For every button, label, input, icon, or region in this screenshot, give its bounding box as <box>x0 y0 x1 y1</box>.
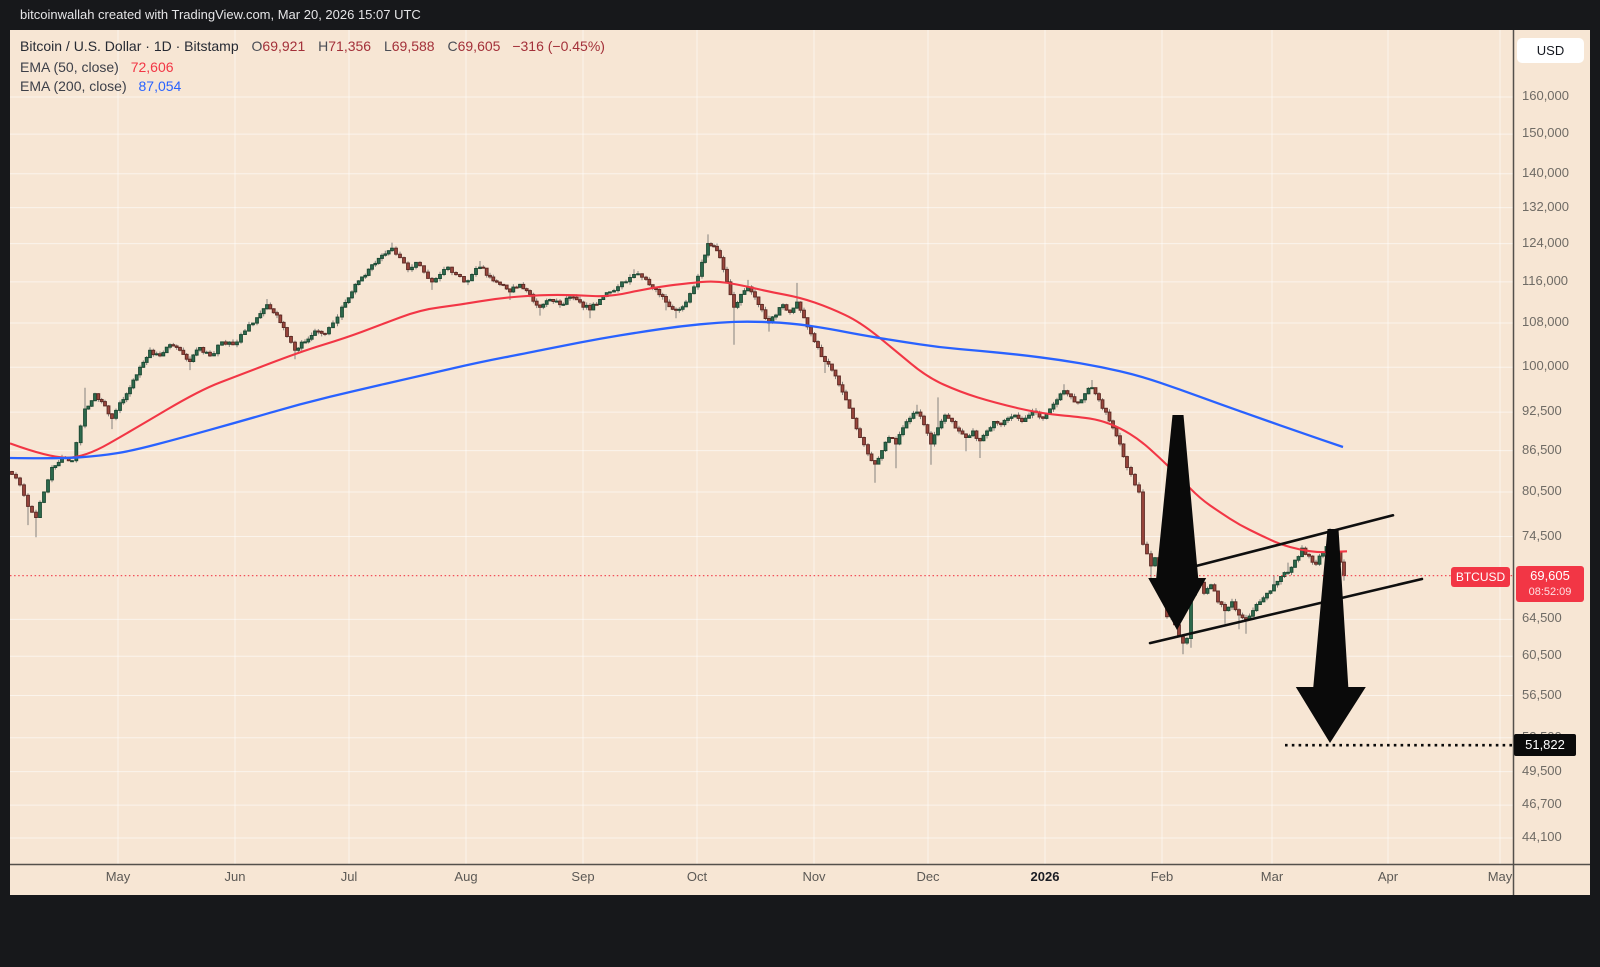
ema50-line <box>10 280 1348 554</box>
channel-trendline <box>1195 513 1395 568</box>
footer-bar: TradingView <box>0 895 1600 967</box>
channel-trendline <box>1148 577 1424 645</box>
attribution-text: bitcoinwallah created with TradingView.c… <box>20 7 421 22</box>
ema200-line <box>10 320 1344 460</box>
down-arrow-drawing <box>1148 415 1207 630</box>
down-arrow-drawing <box>1295 529 1366 743</box>
attribution-bar: bitcoinwallah created with TradingView.c… <box>0 0 1600 30</box>
